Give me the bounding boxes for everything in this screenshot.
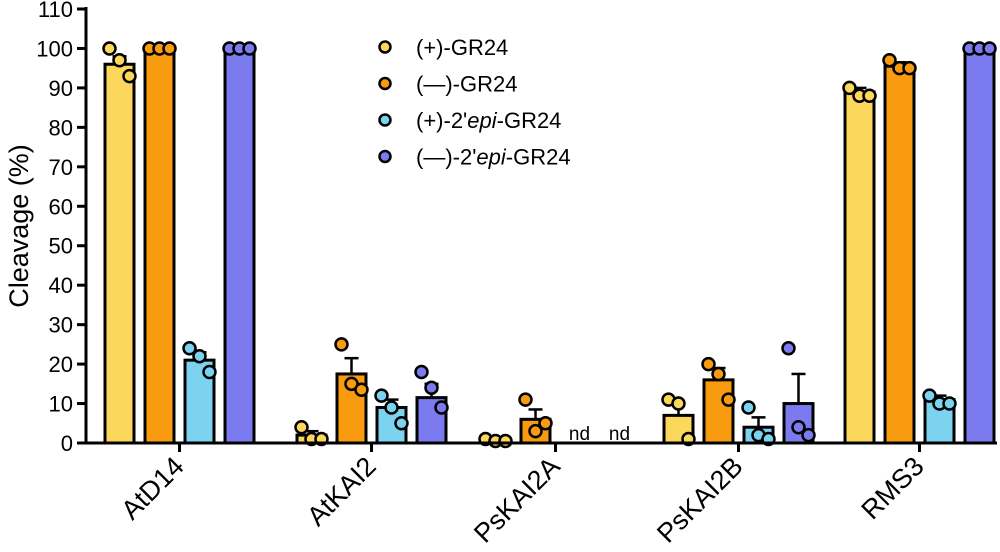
x-category-label: PsKAI2B [651, 451, 749, 549]
bar [843, 90, 876, 445]
nd-label: nd [569, 424, 590, 445]
data-point [192, 348, 207, 364]
legend-marker [378, 149, 392, 164]
data-point [202, 364, 217, 380]
x-category-label: AtKAI2 [301, 451, 382, 532]
nd-label: nd [609, 424, 630, 445]
y-tick-label: 30 [49, 313, 73, 338]
data-point [424, 380, 439, 396]
legend-label: (—)-2'epi-GR24 [416, 145, 571, 170]
data-point [182, 341, 197, 356]
data-point [701, 356, 716, 372]
y-tick-label: 50 [49, 234, 73, 259]
data-point [671, 396, 686, 411]
data-point [922, 388, 937, 403]
data-point [294, 419, 309, 435]
legend: (+)-GR24 (—)-GR24 (+)-2'epi-GR24 (—)-2'epi-… [378, 35, 571, 170]
y-tick-label: 20 [49, 352, 73, 377]
data-point [102, 41, 117, 56]
x-category-label: RMS3 [855, 451, 929, 525]
data-point [374, 388, 389, 403]
data-point [538, 416, 553, 431]
legend-label: (+)-2'epi-GR24 [416, 108, 561, 133]
bar [103, 62, 136, 445]
legend-label: (+)-GR24 [416, 35, 508, 60]
data-point [242, 41, 257, 56]
data-point [112, 53, 127, 68]
bar [883, 64, 916, 445]
data-point [414, 364, 429, 380]
data-point [434, 400, 449, 415]
legend-label: (—)-GR24 [416, 72, 517, 97]
legend-marker [378, 113, 392, 127]
x-category-label: PsKAI2A [468, 451, 566, 549]
legend-marker [378, 76, 392, 91]
data-point [122, 68, 137, 84]
data-point [781, 341, 796, 356]
data-point [518, 392, 533, 407]
y-tick-label: 10 [49, 392, 73, 417]
legend-marker [378, 40, 392, 54]
data-point [801, 427, 816, 443]
y-tick-label: 0 [61, 431, 73, 456]
bar [702, 378, 735, 445]
data-point [394, 416, 409, 431]
y-tick-label: 100 [36, 36, 73, 61]
data-point [982, 41, 997, 56]
data-point [498, 433, 513, 449]
data-point [942, 396, 957, 411]
y-tick-label: 90 [49, 76, 73, 101]
data-point [721, 392, 736, 407]
data-point [842, 80, 857, 96]
x-category-label: AtD14 [115, 451, 189, 525]
data-point [528, 423, 543, 439]
data-point [384, 400, 399, 415]
y-tick-label: 70 [49, 155, 73, 180]
y-axis-title: Cleavage (%) [4, 144, 34, 308]
bar [143, 46, 176, 445]
y-tick-label: 110 [38, 0, 73, 22]
data-point [902, 60, 917, 76]
data-point [791, 419, 806, 435]
data-point [711, 366, 726, 382]
data-point [741, 400, 756, 415]
data-point [882, 53, 897, 68]
data-point [162, 41, 177, 56]
data-point [862, 88, 877, 104]
data-point [334, 337, 349, 352]
y-tick-label: 60 [49, 194, 73, 219]
bar [223, 46, 256, 445]
y-tick-label: 80 [49, 115, 73, 140]
y-tick-label: 40 [49, 273, 73, 298]
data-point [354, 382, 369, 397]
bar [963, 46, 996, 445]
